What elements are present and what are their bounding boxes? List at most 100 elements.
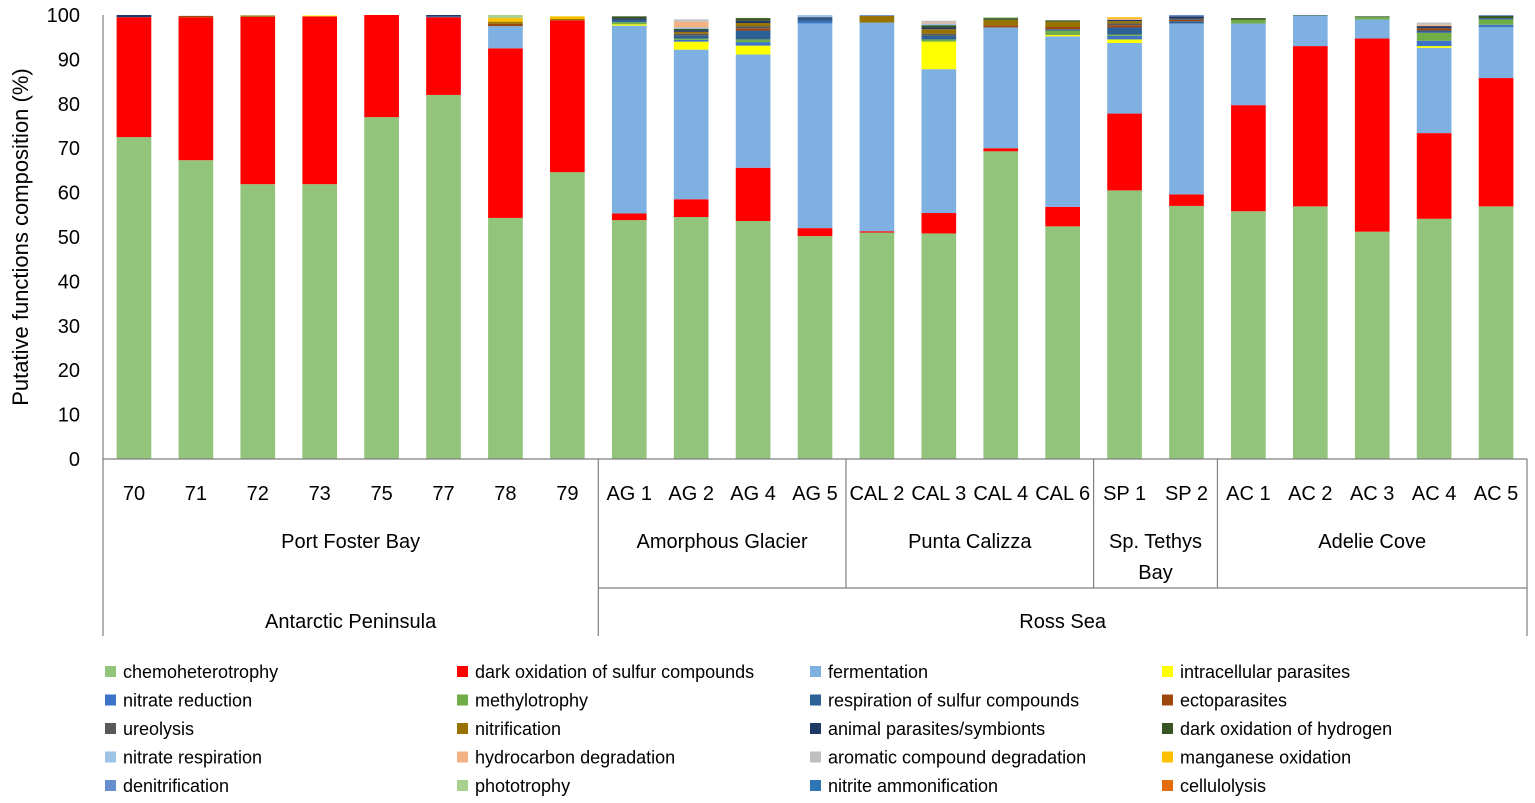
bar-ag-1-dark-oxidation-of-sulfur-compounds: [611, 213, 647, 221]
bar-sp-1-ureolysis: [1107, 23, 1142, 26]
bar-ac-5-nitrate-reduction: [1478, 24, 1514, 27]
bar-ag-5-dark-oxidation-of-sulfur-compounds: [797, 228, 833, 237]
legend-label-ectoparasites: ectoparasites: [1180, 691, 1287, 711]
legend-label-dark-oxidation-of-hydrogen: dark oxidation of hydrogen: [1180, 719, 1392, 739]
bar-ag-4-ectoparasites: [735, 28, 771, 31]
bar-cal-2-chemoheterotrophy: [859, 232, 895, 459]
site-group-label-sp-tethys-bay: Sp. Tethys Bay: [1109, 531, 1202, 584]
bar-ag-1-methylotrophy: [611, 22, 647, 25]
bar-ac-3-dark-oxidation-of-sulfur-compounds: [1354, 38, 1390, 232]
bar-ac-4-methylotrophy: [1416, 32, 1452, 41]
bar-stack-72: [240, 15, 276, 459]
bar-ag-2-nitrification: [673, 31, 709, 34]
legend-item-cellulolysis: cellulolysis: [1162, 776, 1266, 796]
bar-ag-4-intracellular-parasites: [735, 45, 771, 55]
bar-73-chemoheterotrophy: [302, 184, 338, 459]
x-tick-label-cal-6: CAL 6: [1035, 483, 1090, 505]
bar-cal-3-aromatic-compound-degradation: [921, 20, 957, 23]
bar-cal-6-methylotrophy: [1045, 30, 1080, 35]
x-tick-label-ac-4: AC 4: [1412, 483, 1456, 505]
bar-ag-2-nitrate-respiration: [673, 27, 709, 29]
legend-item-aromatic-compound-degradation: aromatic compound degradation: [810, 748, 1086, 768]
bar-ag-1-respiration-of-sulfur-compounds: [611, 19, 647, 23]
bar-stack-ac-4: [1416, 22, 1452, 459]
legend-swatch-nitrite-ammonification: [810, 780, 821, 791]
legend-item-hydrocarbon-degradation: hydrocarbon degradation: [457, 748, 675, 768]
y-tick-label-30: 30: [58, 316, 80, 338]
bar-72-dark-oxidation-of-sulfur-compounds: [240, 16, 276, 185]
legend-item-methylotrophy: methylotrophy: [457, 691, 588, 711]
bar-ac-4-nitrate-reduction: [1416, 40, 1452, 47]
x-tick-label-ac-3: AC 3: [1350, 483, 1394, 505]
region-label-ross-sea: Ross Sea: [1019, 611, 1107, 633]
bar-71-dark-oxidation-of-sulfur-compounds: [178, 17, 214, 161]
bar-ag-4-respiration-of-sulfur-compounds: [735, 30, 771, 40]
bar-78-nitrification: [488, 21, 523, 24]
bar-cal-3-animal-parasites-symbionts: [921, 27, 957, 30]
legend-item-nitrate-respiration: nitrate respiration: [105, 748, 262, 768]
bar-78-fermentation: [488, 26, 523, 49]
bar-cal-4-dark-oxidation-of-hydrogen: [983, 18, 1019, 20]
legend-swatch-dark-oxidation-of-sulfur-compounds: [457, 666, 468, 677]
bar-79-dark-oxidation-of-sulfur-compounds: [550, 20, 585, 173]
legend-swatch-manganese-oxidation: [1162, 751, 1173, 763]
legend-item-animal-parasites-symbionts: animal parasites/symbionts: [810, 719, 1045, 739]
bar-78-manganese-oxidation: [488, 18, 523, 22]
x-tick-label-ac-1: AC 1: [1226, 483, 1270, 505]
bar-stack-ag-4: [735, 18, 771, 459]
bar-ag-1-chemoheterotrophy: [611, 220, 647, 459]
bar-ac-1-fermentation: [1231, 23, 1266, 106]
legend-item-respiration-of-sulfur-compounds: respiration of sulfur compounds: [810, 691, 1079, 711]
legend-label-dark-oxidation-of-sulfur-compounds: dark oxidation of sulfur compounds: [475, 662, 754, 682]
bar-cal-3-chemoheterotrophy: [921, 233, 957, 459]
bar-stack-ac-5: [1478, 15, 1514, 459]
bar-stack-70: [116, 15, 152, 459]
bar-sp-1-animal-parasites-symbionts: [1107, 19, 1142, 22]
bar-cal-2-fermentation: [859, 22, 895, 232]
bar-ac-5-dark-oxidation-of-hydrogen: [1478, 15, 1514, 19]
bar-cal-3-dark-oxidation-of-sulfur-compounds: [921, 213, 957, 234]
bar-cal-3-fermentation: [921, 69, 957, 214]
bar-cal-3-dark-oxidation-of-hydrogen: [921, 25, 957, 28]
legend-label-nitrification: nitrification: [475, 719, 561, 739]
site-group-label-punta-calizza: Punta Calizza: [908, 531, 1032, 553]
y-tick-label-50: 50: [58, 227, 80, 249]
legend-label-fermentation: fermentation: [828, 662, 928, 682]
x-tick-label-cal-3: CAL 3: [911, 483, 966, 505]
bar-sp-1-nitrate-reduction: [1107, 35, 1142, 40]
bar-cal-6-dark-oxidation-of-sulfur-compounds: [1045, 206, 1080, 227]
bar-cal-4-chemoheterotrophy: [983, 151, 1019, 460]
bar-ac-4-aromatic-compound-degradation: [1416, 22, 1452, 25]
legend-item-nitrite-ammonification: nitrite ammonification: [810, 776, 998, 796]
bar-ag-5-fermentation: [797, 23, 833, 229]
bar-ag-4-chemoheterotrophy: [735, 221, 771, 459]
legend-item-denitrification: denitrification: [105, 776, 229, 796]
bar-ac-2-chemoheterotrophy: [1292, 206, 1328, 459]
bar-ac-2-fermentation: [1292, 15, 1328, 47]
bar-ac-1-methylotrophy: [1231, 19, 1266, 24]
bar-stack-77: [426, 15, 461, 460]
y-tick-label-70: 70: [58, 138, 80, 160]
bar-stack-73: [302, 15, 338, 459]
bar-77-dark-oxidation-of-sulfur-compounds: [426, 17, 461, 95]
bar-ac-4-hydrocarbon-degradation: [1416, 24, 1452, 27]
bar-70-chemoheterotrophy: [116, 137, 152, 459]
bar-79-manganese-oxidation: [550, 16, 585, 19]
bar-72-nitrification: [240, 15, 276, 17]
bar-78-ectoparasites: [488, 23, 523, 27]
axes: [102, 15, 1528, 636]
bar-stack-sp-1: [1107, 17, 1142, 459]
x-tick-label-cal-4: CAL 4: [973, 483, 1028, 505]
bar-ag-1-animal-parasites-symbionts: [611, 18, 647, 20]
legend-swatch-ectoparasites: [1162, 694, 1173, 706]
bar-stack-78: [488, 15, 523, 459]
site-group-label-adelie-cove: Adelie Cove: [1318, 531, 1426, 553]
bar-ag-5-chemoheterotrophy: [797, 236, 833, 459]
bar-ac-1-chemoheterotrophy: [1231, 211, 1266, 459]
x-tick-label-sp-1: SP 1: [1103, 483, 1146, 505]
bar-cal-6-chemoheterotrophy: [1045, 226, 1080, 459]
bar-ac-3-dark-oxidation-of-hydrogen: [1354, 16, 1390, 18]
bar-cal-3-methylotrophy: [921, 39, 957, 42]
legend-item-phototrophy: phototrophy: [457, 776, 570, 796]
